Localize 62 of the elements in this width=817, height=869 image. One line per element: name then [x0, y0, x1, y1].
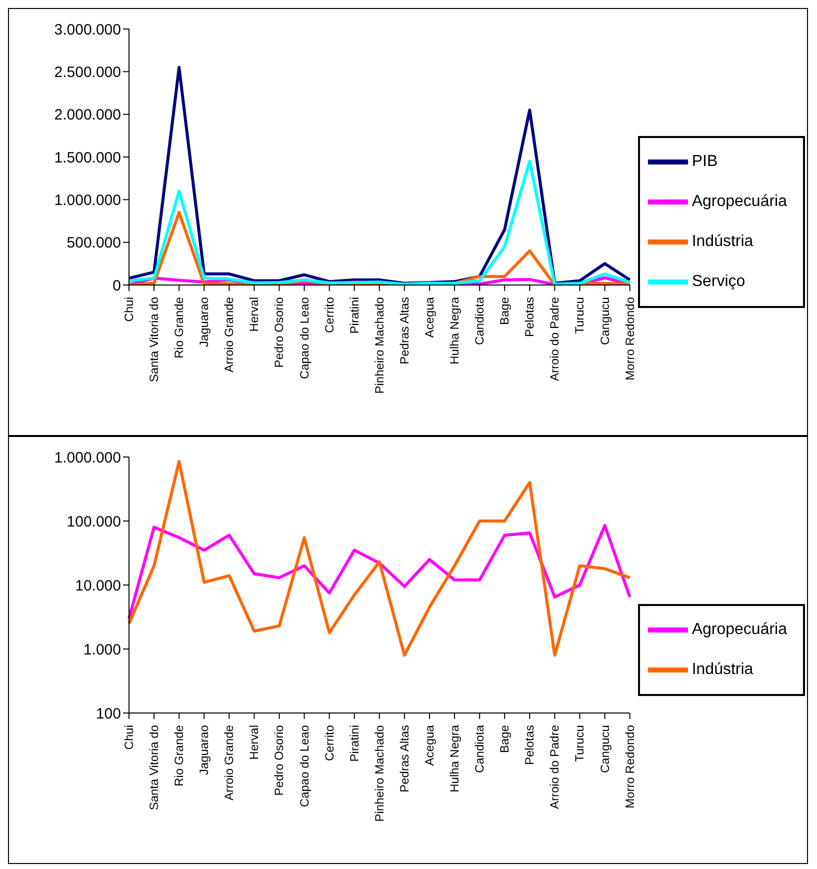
y-tick-label: 2.500.000	[54, 64, 121, 81]
x-tick-label: Acegua	[422, 296, 436, 338]
x-tick-label: Rio Grande	[172, 724, 186, 786]
x-tick-label: Pinheiro Machado	[372, 724, 386, 822]
y-tick-label: 3.000.000	[54, 21, 121, 38]
x-tick-label: Jaguarao	[197, 724, 212, 776]
x-tick-label: Pelotas	[522, 297, 537, 338]
x-tick-label: Cangucu	[598, 725, 612, 774]
x-tick-label: Hulha Negra	[448, 296, 462, 364]
legend-label: PIB	[692, 153, 718, 170]
x-tick-label: Turucu	[572, 297, 587, 334]
x-tick-label: Piratini	[347, 297, 362, 334]
legend-label: Serviço	[692, 273, 746, 290]
legend-label: Agropecuária	[692, 193, 787, 210]
y-tick-label: 1.000	[83, 641, 121, 658]
x-tick-label: Pedro Osorio	[272, 724, 286, 796]
x-tick-label: Cerrito	[322, 724, 336, 762]
x-tick-label: Cangucu	[598, 297, 612, 346]
x-tick-label: Rio Grande	[172, 296, 186, 358]
y-tick-label: 1.000.000	[54, 192, 121, 209]
x-tick-label: Arroio do Padre	[548, 296, 562, 382]
x-tick-label: Jaguarao	[197, 296, 212, 348]
x-tick-label: Arroio Grande	[222, 724, 236, 800]
x-tick-label: Capao do Leao	[297, 296, 312, 380]
y-tick-label: 10.000	[75, 577, 121, 594]
x-tick-label: Santa Vitoria do	[147, 296, 162, 382]
x-tick-label: Arroio Grande	[222, 296, 236, 372]
x-tick-label: Pedras Altas	[397, 297, 412, 364]
x-tick-label: Candiota	[472, 296, 487, 346]
x-tick-label: Cerrito	[322, 296, 336, 334]
x-tick-label: Chui	[122, 297, 136, 322]
x-tick-label: Morro Redondo	[622, 724, 637, 808]
x-tick-label: Herval	[247, 725, 262, 760]
x-tick-label: Acegua	[422, 724, 436, 766]
x-tick-label: Pedras Altas	[397, 725, 412, 792]
x-tick-label: Morro Redondo	[622, 296, 637, 380]
line-series	[128, 524, 632, 620]
x-tick-label: Santa Vitoria do	[147, 724, 162, 810]
x-tick-label: Pedro Osorio	[272, 296, 286, 368]
x-tick-label: Herval	[247, 297, 262, 332]
legend-label: Indústria	[692, 233, 754, 250]
x-tick-label: Bage	[498, 724, 512, 754]
x-tick-label: Hulha Negra	[448, 724, 462, 792]
y-tick-label: 1.000.000	[54, 449, 121, 466]
y-tick-label: 2.000.000	[54, 106, 121, 124]
x-tick-label: Piratini	[347, 725, 362, 762]
legend-label: Indústria	[692, 661, 754, 678]
y-tick-label: 1.500.000	[54, 149, 121, 166]
x-tick-label: Candiota	[472, 724, 487, 774]
x-tick-label: Arroio do Padre	[548, 724, 562, 810]
y-tick-label: 0	[112, 277, 121, 294]
y-tick-label: 100.000	[66, 513, 121, 530]
x-tick-label: Turucu	[572, 725, 587, 762]
x-tick-label: Capao do Leao	[297, 724, 312, 808]
x-tick-label: Pinheiro Machado	[372, 296, 386, 394]
y-tick-label: 100	[96, 705, 121, 722]
x-tick-label: Chui	[122, 725, 136, 750]
legend-label: Agropecuária	[692, 621, 787, 638]
x-tick-label: Bage	[498, 296, 512, 326]
x-tick-label: Pelotas	[522, 725, 537, 766]
line-series	[128, 460, 632, 657]
y-tick-label: 500.000	[66, 234, 121, 252]
